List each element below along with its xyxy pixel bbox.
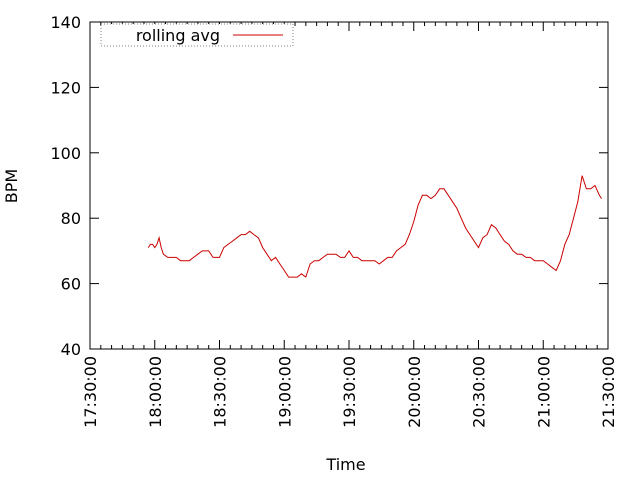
- y-tick-label: 140: [50, 13, 81, 32]
- x-tick-label: 18:30:00: [211, 356, 230, 428]
- y-tick-label: 80: [61, 209, 81, 228]
- x-tick-label: 21:00:00: [534, 356, 553, 428]
- x-tick-label: 18:00:00: [146, 356, 165, 428]
- y-tick-label: 40: [61, 340, 81, 359]
- legend-box: [100, 23, 294, 47]
- legend-label: rolling avg: [136, 26, 220, 45]
- x-tick-label: 20:30:00: [470, 356, 489, 428]
- x-tick-labels: 17:30:00 18:00:00 18:30:00 19:00:00 19:30:00…: [81, 356, 618, 428]
- x-tick-label: 19:30:00: [340, 356, 359, 428]
- y-tick-label: 100: [50, 144, 81, 163]
- y-tick-label: 60: [61, 275, 81, 294]
- y-tick-labels: 40 60 80 100 120 140: [50, 13, 81, 359]
- x-tick-label: 19:00:00: [275, 356, 294, 428]
- x-axis-title: Time: [325, 455, 365, 474]
- y-axis-title: BPM: [2, 169, 21, 203]
- axis-ticks: [89, 21, 609, 350]
- legend: rolling avg: [100, 23, 294, 47]
- x-tick-label: 20:00:00: [405, 356, 424, 428]
- x-tick-label: 17:30:00: [81, 356, 100, 428]
- plot-frame: [89, 21, 609, 350]
- x-tick-label: 21:30:00: [599, 356, 618, 428]
- series-line-rolling-avg: [147, 175, 602, 278]
- y-tick-label: 120: [50, 78, 81, 97]
